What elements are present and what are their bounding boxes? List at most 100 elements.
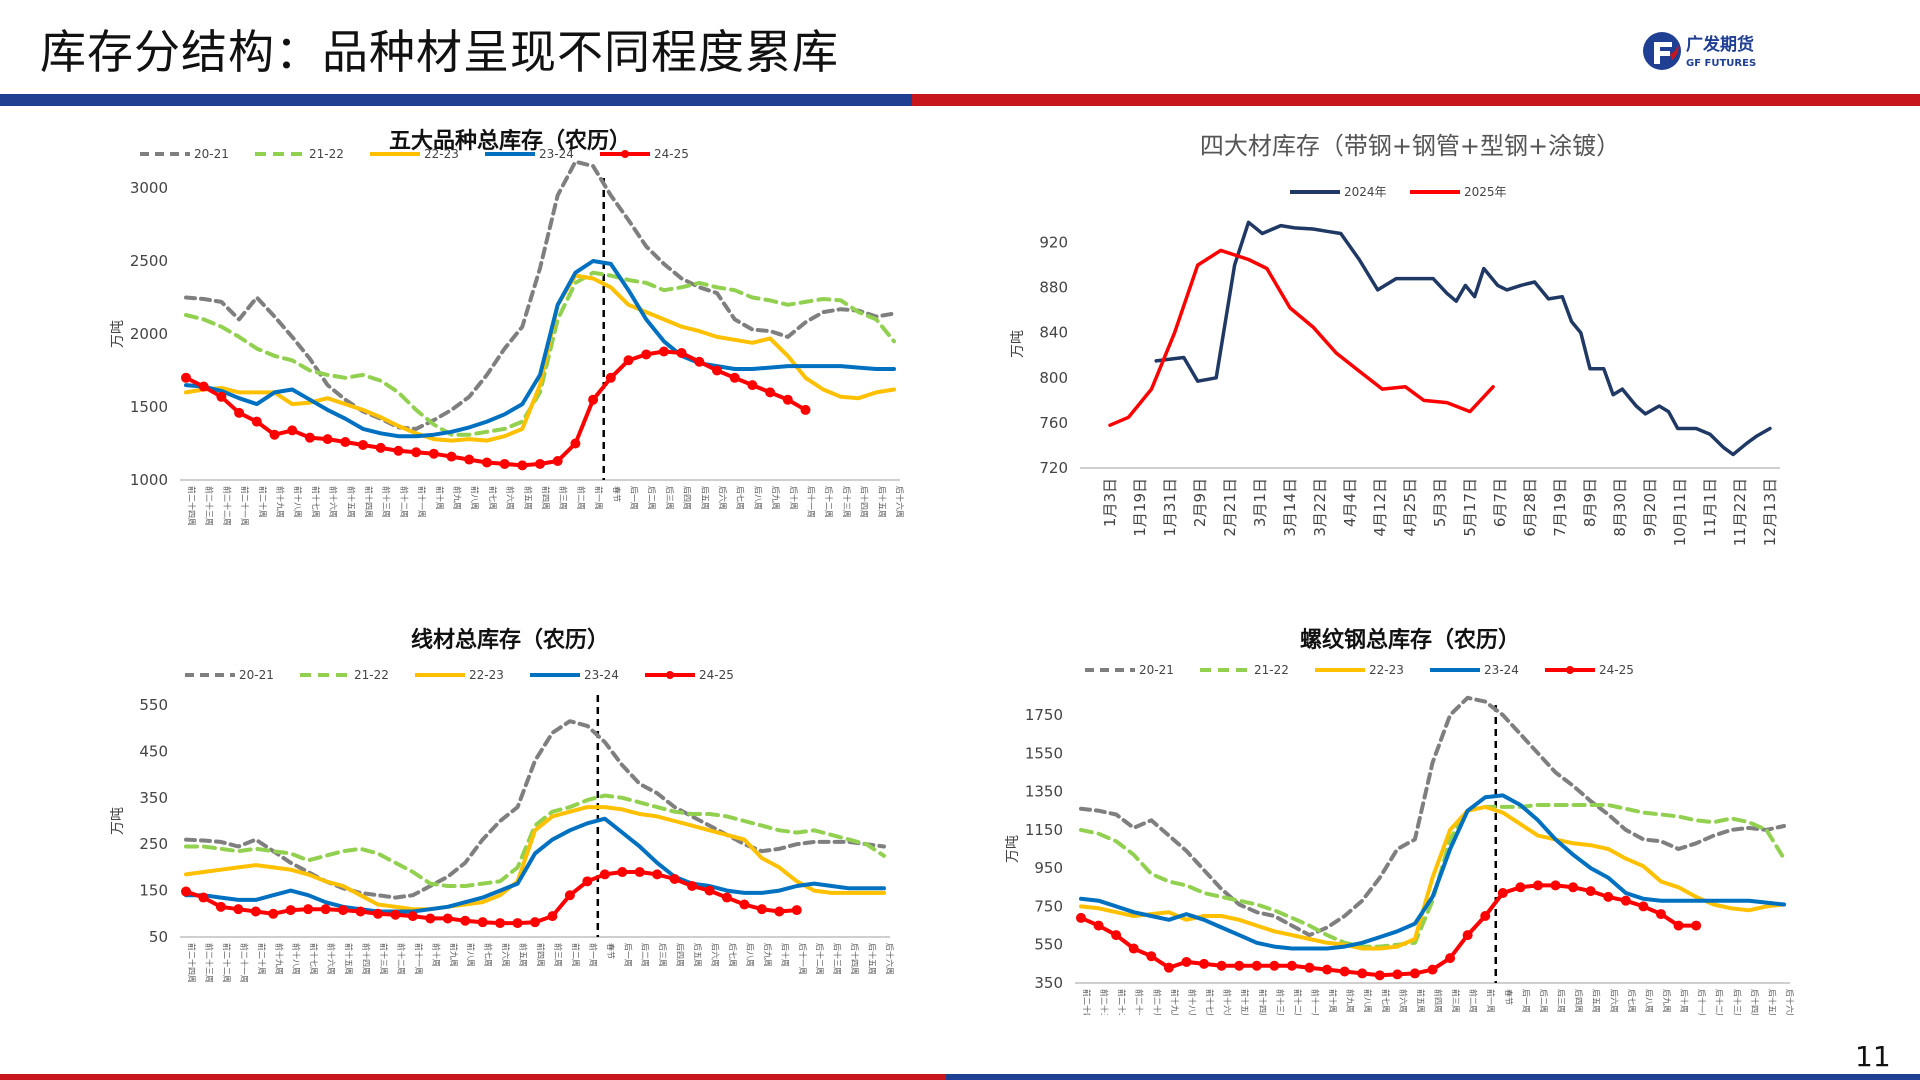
data-point <box>1620 895 1631 906</box>
x-tick-label: 前二十三… <box>1100 989 1110 1015</box>
x-tick-label: 前八周 <box>1363 989 1373 1013</box>
x-tick-label: 前二周 <box>571 943 581 967</box>
data-point <box>1568 882 1579 893</box>
x-tick-label: 前二十二周 <box>222 486 232 526</box>
x-tick-label: 前十六周 <box>327 943 337 975</box>
x-tick-label: 后十周 <box>780 943 790 967</box>
y-axis-label: 万吨 <box>110 807 126 835</box>
x-tick-label: 前十周 <box>435 486 445 510</box>
x-tick-label: 前八周 <box>470 486 480 510</box>
x-tick-label: 3月1日 <box>1251 478 1269 527</box>
x-tick-label: 1月31日 <box>1161 478 1179 537</box>
x-tick-label: 后九周 <box>771 486 781 510</box>
x-tick-label: 后六周 <box>1609 989 1619 1013</box>
data-point <box>1532 880 1543 891</box>
x-tick-label: 后十一周 <box>807 486 817 518</box>
data-point <box>1638 901 1649 912</box>
x-tick-label: 8月30日 <box>1611 478 1629 537</box>
x-tick-label: 后十三周 <box>842 486 852 518</box>
y-axis-label: 万吨 <box>1010 330 1026 358</box>
data-point <box>269 429 280 440</box>
y-tick-label: 450 <box>139 742 168 760</box>
x-tick-label: 前四周 <box>1434 989 1444 1013</box>
data-point <box>499 458 510 469</box>
y-tick-label: 880 <box>1039 279 1068 297</box>
x-tick-label: 春节 <box>1504 989 1514 1005</box>
x-tick-label: 后七周 <box>728 943 738 967</box>
data-point <box>1550 880 1561 891</box>
data-point <box>658 346 669 357</box>
legend-item-21-22: 21-22 <box>300 668 389 682</box>
data-point <box>739 899 750 910</box>
legend-label: 24-25 <box>1599 663 1634 677</box>
legend-label: 23-24 <box>584 668 619 682</box>
data-point <box>464 454 475 465</box>
page-title: 库存分结构：品种材呈现不同程度累库 <box>40 25 839 79</box>
x-tick-label: 后七周 <box>736 486 746 510</box>
x-tick-label: 9月20日 <box>1641 478 1659 537</box>
legend-label: 20-21 <box>1139 663 1174 677</box>
data-point <box>687 880 698 891</box>
legend-label: 21-22 <box>1254 663 1289 677</box>
x-tick-label: 前十八周 <box>292 943 302 975</box>
data-point <box>1199 958 1210 969</box>
y-tick-label: 1500 <box>130 398 168 416</box>
x-tick-label: 前十一周 <box>414 943 424 975</box>
legend-item-20-21: 20-21 <box>1085 663 1174 677</box>
x-tick-label: 4月12日 <box>1371 478 1389 537</box>
y-tick-label: 3000 <box>130 179 168 197</box>
data-point <box>570 438 581 449</box>
data-point <box>517 460 528 471</box>
x-tick-label: 后十周 <box>789 486 799 510</box>
data-point <box>446 451 457 462</box>
x-tick-label: 后六周 <box>711 943 721 967</box>
data-point <box>552 456 563 467</box>
data-point <box>355 906 366 917</box>
y-tick-label: 720 <box>1039 459 1068 477</box>
data-point <box>233 904 244 915</box>
data-point <box>425 913 436 924</box>
x-tick-label: 前十三周 <box>382 486 392 518</box>
x-tick-label: 前七周 <box>1381 989 1391 1013</box>
data-point <box>1427 964 1438 975</box>
x-tick-label: 前十九周 <box>276 486 286 518</box>
x-tick-label: 后十四周 <box>860 486 870 518</box>
x-tick-label: 后十六周 <box>885 943 895 975</box>
legend-item-22-23: 22-23 <box>415 668 504 682</box>
legend-item-24-25: 24-25 <box>1545 663 1634 677</box>
y-tick-label: 50 <box>149 928 168 946</box>
y-tick-label: 800 <box>1039 369 1068 387</box>
legend-label: 23-24 <box>1484 663 1519 677</box>
legend-label: 20-21 <box>239 668 274 682</box>
x-tick-label: 前十四周 <box>362 943 372 975</box>
data-point <box>1585 886 1596 897</box>
x-tick-label: 后十一周 <box>1697 989 1707 1015</box>
x-tick-label: 前十一周 <box>1310 989 1320 1015</box>
x-tick-label: 后一周 <box>1521 989 1531 1013</box>
series-line-21-22 <box>1079 803 1786 949</box>
x-tick-label: 11月22日 <box>1731 478 1749 546</box>
data-point <box>704 885 715 896</box>
data-point <box>1392 969 1403 980</box>
data-point <box>1093 920 1104 931</box>
series-line-20-21 <box>1079 695 1786 938</box>
x-tick-label: 2月9日 <box>1191 478 1209 527</box>
y-tick-label: 250 <box>139 835 168 853</box>
data-point <box>1655 909 1666 920</box>
x-tick-label: 12月13日 <box>1761 478 1779 546</box>
data-point <box>1357 968 1368 979</box>
y-tick-label: 760 <box>1039 414 1068 432</box>
x-tick-label: 前二十四周 <box>187 486 197 526</box>
data-point <box>1146 951 1157 962</box>
legend-item-2024年: 2024年 <box>1290 185 1387 199</box>
x-tick-label: 前二十周 <box>257 943 267 975</box>
x-tick-label: 前二十四周 <box>187 943 197 983</box>
x-tick-label: 后十二周 <box>815 943 825 975</box>
data-point <box>303 904 314 915</box>
x-tick-label: 前六周 <box>501 943 511 967</box>
x-tick-label: 前二十周 <box>1152 989 1162 1015</box>
legend-label: 23-24 <box>539 147 574 161</box>
x-tick-label: 后二周 <box>1539 989 1549 1013</box>
data-point <box>495 918 506 929</box>
legend-item-20-21: 20-21 <box>185 668 274 682</box>
